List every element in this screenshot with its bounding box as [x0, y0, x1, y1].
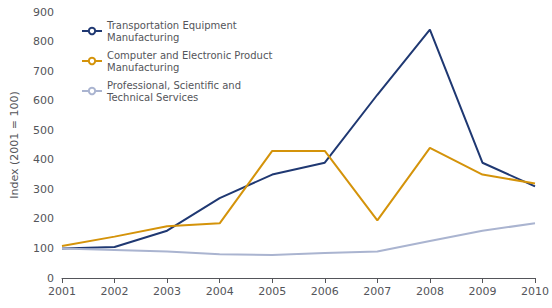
- svg-text:2008: 2008: [416, 285, 444, 298]
- svg-text:100: 100: [33, 242, 54, 255]
- svg-text:2001: 2001: [48, 285, 76, 298]
- svg-text:Manufacturing: Manufacturing: [107, 32, 179, 43]
- svg-text:2007: 2007: [363, 285, 391, 298]
- svg-text:Transportation Equipment: Transportation Equipment: [106, 20, 237, 31]
- svg-text:0: 0: [47, 272, 54, 285]
- svg-text:2009: 2009: [468, 285, 496, 298]
- svg-text:2004: 2004: [206, 285, 234, 298]
- svg-text:500: 500: [33, 124, 54, 137]
- svg-text:2002: 2002: [101, 285, 129, 298]
- svg-text:2005: 2005: [258, 285, 286, 298]
- svg-text:Professional, Scientific and: Professional, Scientific and: [107, 80, 241, 91]
- svg-text:2010: 2010: [521, 285, 549, 298]
- svg-text:2003: 2003: [153, 285, 181, 298]
- svg-text:Manufacturing: Manufacturing: [107, 62, 179, 73]
- svg-text:600: 600: [33, 94, 54, 107]
- svg-text:2006: 2006: [311, 285, 339, 298]
- svg-text:200: 200: [33, 212, 54, 225]
- svg-text:400: 400: [33, 153, 54, 166]
- svg-text:700: 700: [33, 65, 54, 78]
- svg-text:Computer and Electronic Produc: Computer and Electronic Product: [107, 50, 272, 61]
- svg-text:Index (2001 = 100): Index (2001 = 100): [8, 91, 21, 199]
- svg-text:800: 800: [33, 35, 54, 48]
- svg-text:900: 900: [33, 6, 54, 19]
- svg-text:Technical Services: Technical Services: [106, 92, 198, 103]
- svg-text:300: 300: [33, 183, 54, 196]
